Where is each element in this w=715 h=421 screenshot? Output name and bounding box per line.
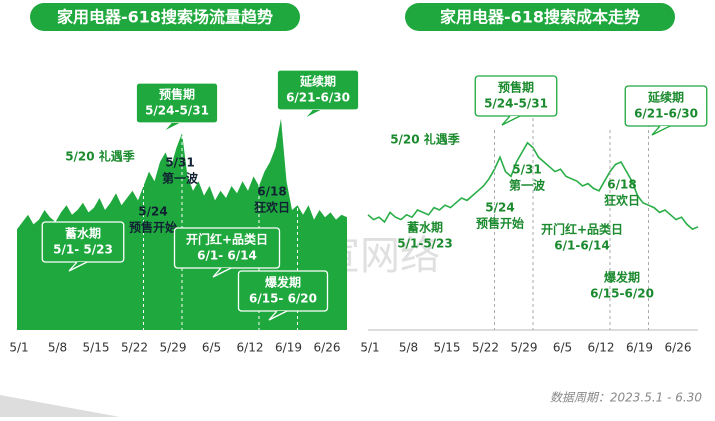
x-tick-label: 5/8 (399, 341, 418, 355)
annotation: 6/18 (607, 178, 636, 192)
annotation: 5/1- 5/23 (53, 243, 113, 257)
x-tick-label: 6/19 (626, 341, 653, 355)
annotation: 6/15-6/20 (590, 287, 654, 301)
x-tick-label: 5/15 (83, 341, 110, 355)
annotation-pointer (501, 115, 521, 126)
annotation: 5/20 礼遇季 (390, 132, 461, 147)
annotation: 5/1-5/23 (397, 237, 453, 251)
annotation: 6/1-6/14 (554, 239, 610, 253)
annotation-pointer (68, 261, 88, 272)
chart-title: 家用电器-618搜索成本走势 (440, 8, 640, 27)
annotation: 5/31 (165, 156, 194, 170)
annotation: 延续期 (299, 74, 336, 89)
x-tick-label: 5/8 (48, 341, 67, 355)
x-tick-label: 5/22 (121, 341, 148, 355)
annotation-pointer (303, 109, 323, 120)
annotation: 预售期 (159, 87, 195, 102)
annotation: 狂欢日 (604, 193, 640, 208)
annotation: 5/24 (138, 205, 167, 219)
title-bg (30, 3, 300, 31)
x-tick-label: 5/15 (434, 341, 461, 355)
x-tick-label: 5/1 (360, 341, 379, 355)
title-bg (405, 3, 675, 31)
annotation: 5/24-5/31 (145, 104, 209, 118)
annotation: 蓄水期 (65, 226, 101, 241)
annotation: 爆发期 (265, 275, 301, 290)
x-tick-label: 6/19 (275, 341, 302, 355)
x-tick-label: 5/29 (511, 341, 538, 355)
x-tick-label: 6/26 (314, 341, 341, 355)
footer: 数据周期：2023.5.1 - 6.30 (550, 391, 702, 405)
annotation: 第一波 (162, 171, 199, 186)
annotation: 延续期 (647, 90, 684, 105)
annotation: 6/15- 6/20 (249, 292, 317, 306)
annotation: 6/21-6/30 (634, 107, 698, 121)
x-tick-label: 5/22 (472, 341, 499, 355)
annotation-pointer (212, 267, 232, 278)
annotation: 预售开始 (129, 220, 177, 235)
annotation: 开门红+品类日 (541, 222, 623, 237)
chart-title: 家用电器-618搜索场流量趋势 (57, 8, 273, 27)
annotation: 预售开始 (476, 216, 524, 231)
x-tick-label: 6/12 (237, 341, 264, 355)
x-tick-label: 6/5 (553, 341, 572, 355)
annotation-pointer (162, 122, 182, 133)
annotation-pointer (651, 125, 671, 136)
annotation-pointer (268, 310, 288, 321)
annotation: 6/21-6/30 (286, 91, 350, 105)
annotation: 5/24-5/31 (484, 97, 548, 111)
annotation: 开门红+品类日 (186, 232, 268, 247)
x-tick-label: 6/12 (588, 341, 615, 355)
annotation: 蓄水期 (407, 220, 443, 235)
x-tick-label: 5/1 (9, 341, 28, 355)
decor (0, 395, 120, 417)
annotation: 6/1- 6/14 (197, 249, 257, 263)
annotation: 6/18 (257, 185, 286, 199)
annotation: 5/24 (485, 201, 514, 215)
annotation: 预售期 (498, 80, 534, 95)
annotation: 5/20 礼遇季 (65, 149, 136, 164)
x-tick-label: 6/5 (202, 341, 221, 355)
x-tick-label: 5/29 (160, 341, 187, 355)
annotation: 爆发期 (604, 270, 640, 285)
annotation: 狂欢日 (254, 200, 290, 215)
annotation: 第一波 (509, 178, 546, 193)
line (367, 141, 699, 231)
x-tick-label: 6/26 (665, 341, 692, 355)
annotation: 5/31 (512, 163, 541, 177)
